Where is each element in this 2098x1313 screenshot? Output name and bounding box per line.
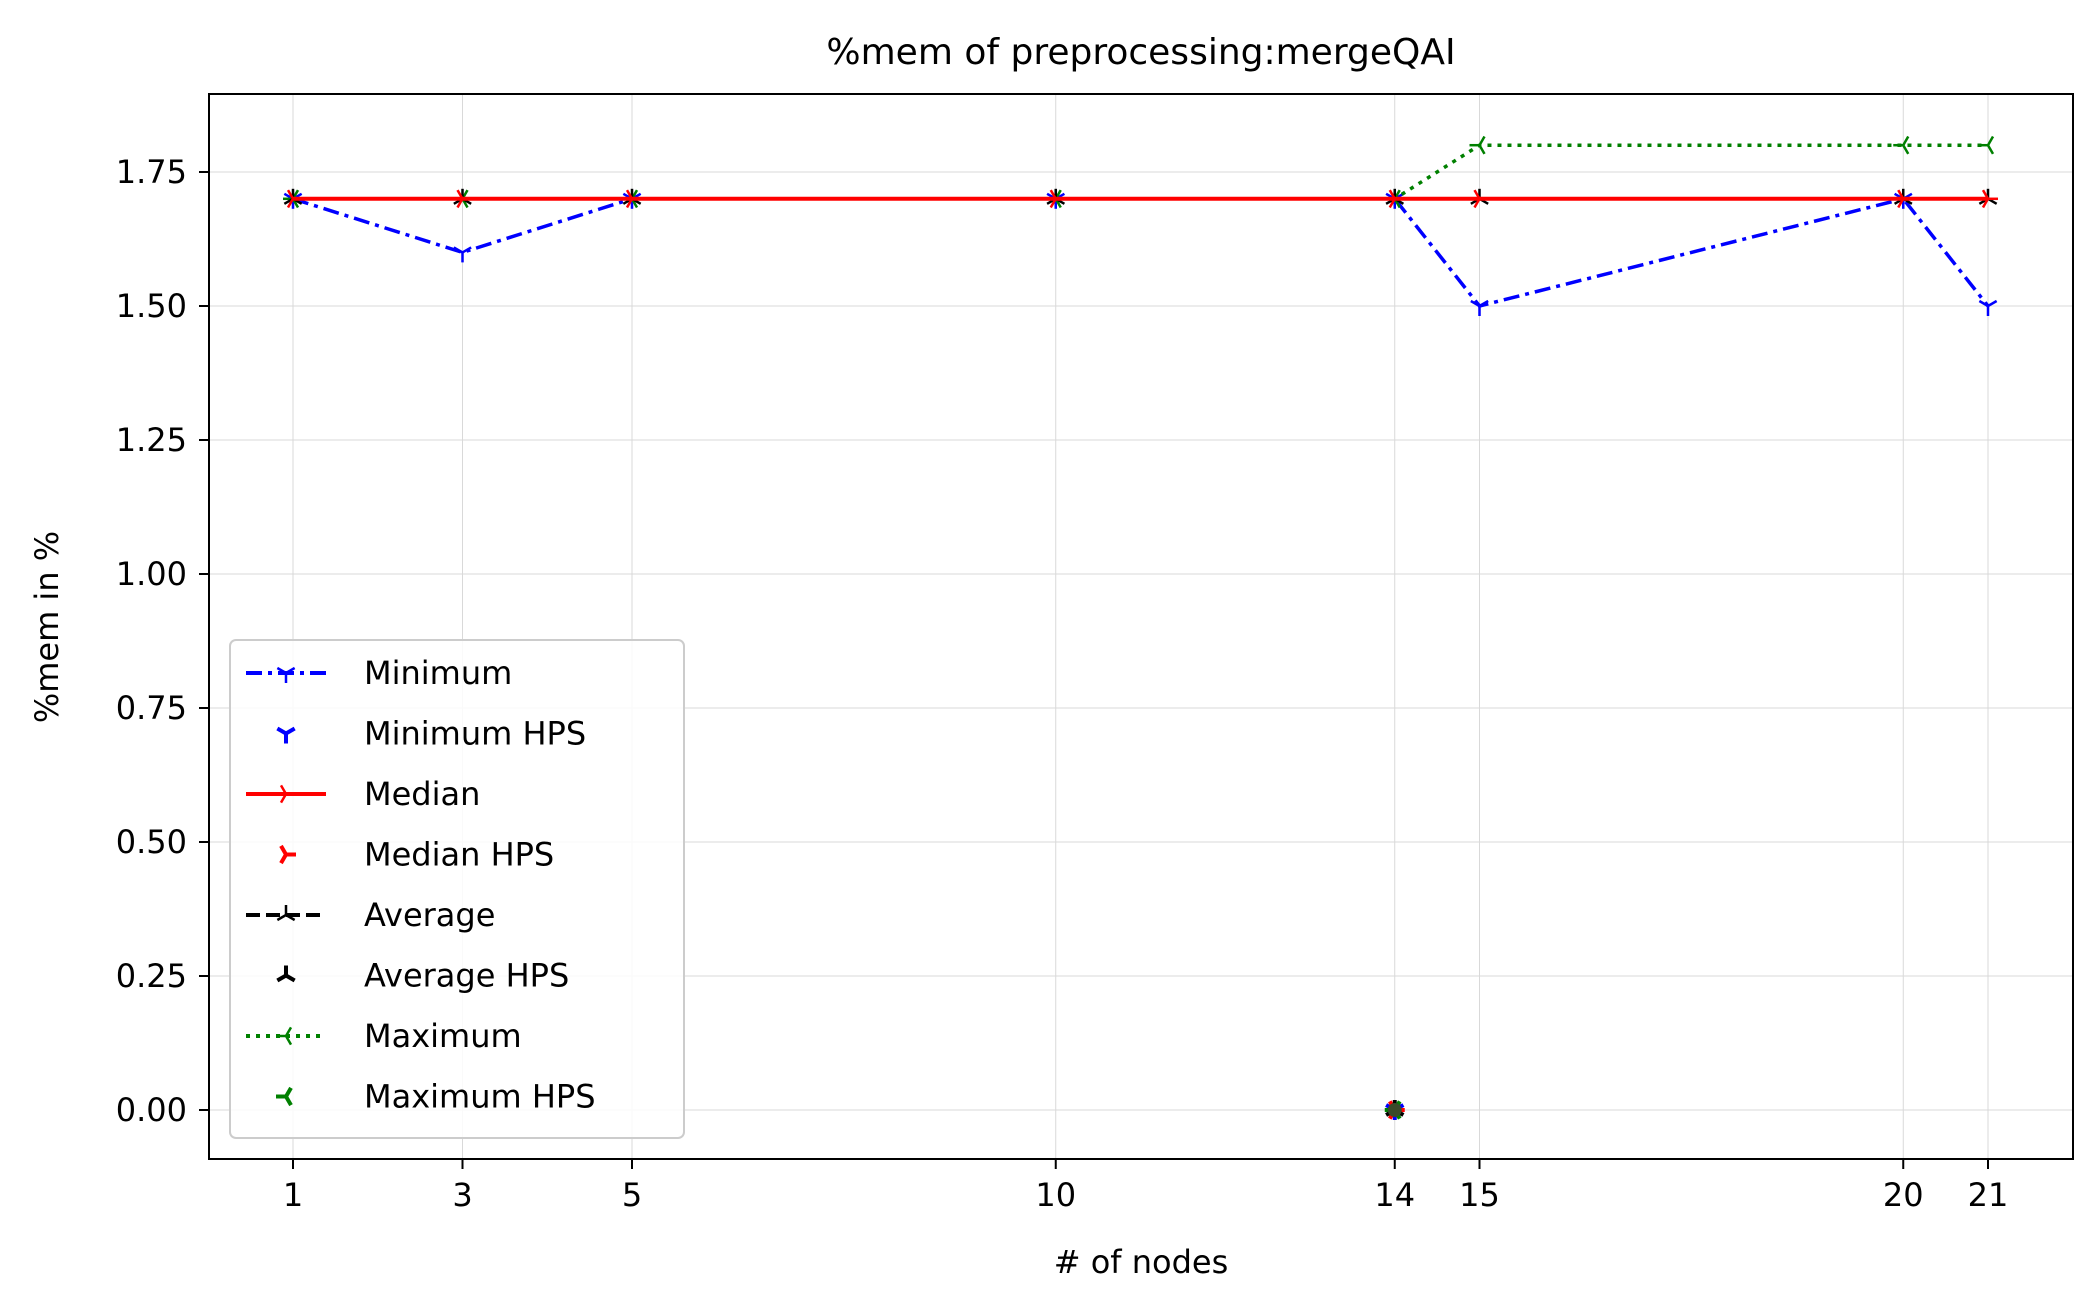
legend-marker bbox=[279, 784, 296, 804]
y-tick-label: 0.25 bbox=[116, 957, 187, 995]
x-tick-label: 20 bbox=[1883, 1176, 1924, 1214]
y-tick-label: 0.50 bbox=[116, 823, 187, 861]
legend-label: Minimum HPS bbox=[364, 715, 586, 753]
data-point-median bbox=[1049, 189, 1066, 209]
legend-marker bbox=[276, 905, 296, 922]
legend-box bbox=[229, 639, 685, 1139]
legend-label: Average HPS bbox=[364, 957, 569, 995]
legend: Minimum Minimum HPS Median Median HPS Averag… bbox=[229, 639, 685, 1139]
y-tick-label: 0.75 bbox=[116, 689, 187, 727]
data-point-median bbox=[1897, 189, 1914, 209]
legend-marker bbox=[276, 666, 296, 683]
data-point-median bbox=[625, 189, 642, 209]
series-line-minimum bbox=[292, 196, 1990, 308]
legend-item: Minimum bbox=[246, 654, 512, 692]
plot-frame bbox=[208, 93, 2074, 1160]
x-tick-label: 21 bbox=[1968, 1176, 2009, 1214]
y-tick-label: 0.00 bbox=[116, 1091, 187, 1129]
legend-label: Median HPS bbox=[364, 836, 554, 874]
legend-item: Median bbox=[246, 775, 480, 813]
x-tick-label: 14 bbox=[1374, 1176, 1415, 1214]
x-tick-label: 3 bbox=[452, 1176, 472, 1214]
data-point-maximum bbox=[1893, 135, 1910, 155]
data-point-median bbox=[1473, 189, 1490, 209]
data-point-maximum bbox=[1469, 135, 1486, 155]
legend-marker bbox=[276, 1026, 293, 1046]
legend-marker bbox=[276, 965, 296, 983]
legend-marker bbox=[279, 844, 296, 865]
legend-label: Minimum bbox=[364, 654, 512, 692]
legend-marker bbox=[276, 726, 296, 744]
y-tick-label: 1.00 bbox=[116, 555, 187, 593]
y-axis-label: %mem in % bbox=[28, 531, 66, 723]
data-point-minimum bbox=[1978, 299, 1998, 316]
data-point-median bbox=[286, 189, 303, 209]
legend-item: Minimum HPS bbox=[276, 715, 586, 753]
x-tick-label: 1 bbox=[283, 1176, 303, 1214]
legend-item: Maximum HPS bbox=[276, 1078, 596, 1116]
legend-item: Average bbox=[246, 896, 495, 934]
series-layer bbox=[283, 135, 1998, 1120]
y-tick-label: 1.25 bbox=[116, 421, 187, 459]
y-tick-label: 1.75 bbox=[116, 153, 187, 191]
hps-point-overlap bbox=[1387, 1103, 1402, 1117]
data-point-maximum bbox=[1978, 135, 1995, 155]
legend-marker bbox=[276, 1086, 293, 1107]
x-tick-label: 5 bbox=[622, 1176, 642, 1214]
ticks: 1 3 5 10 14 15 20 21 0.00 0.25 0.50 0.75 1.00 1.25 1.5… bbox=[116, 153, 2009, 1214]
y-tick-label: 1.50 bbox=[116, 287, 187, 325]
legend-label: Average bbox=[364, 896, 495, 934]
legend-item: Maximum bbox=[246, 1017, 522, 1055]
data-point-median bbox=[1388, 189, 1405, 209]
data-point-minimum bbox=[453, 246, 472, 263]
legend-item: Median HPS bbox=[279, 836, 554, 874]
data-point-minimum bbox=[1470, 299, 1489, 316]
x-tick-label: 15 bbox=[1459, 1176, 1500, 1214]
chart-title: %mem of preprocessing:mergeQAI bbox=[826, 32, 1455, 73]
legend-item: Average HPS bbox=[276, 957, 569, 995]
data-point-median bbox=[1981, 189, 1998, 209]
legend-label: Median bbox=[364, 775, 480, 813]
legend-label: Maximum bbox=[364, 1017, 522, 1055]
x-tick-label: 10 bbox=[1035, 1176, 1076, 1214]
data-point-median bbox=[456, 189, 473, 209]
legend-label: Maximum HPS bbox=[364, 1078, 596, 1116]
x-axis-label: # of nodes bbox=[1054, 1243, 1229, 1281]
